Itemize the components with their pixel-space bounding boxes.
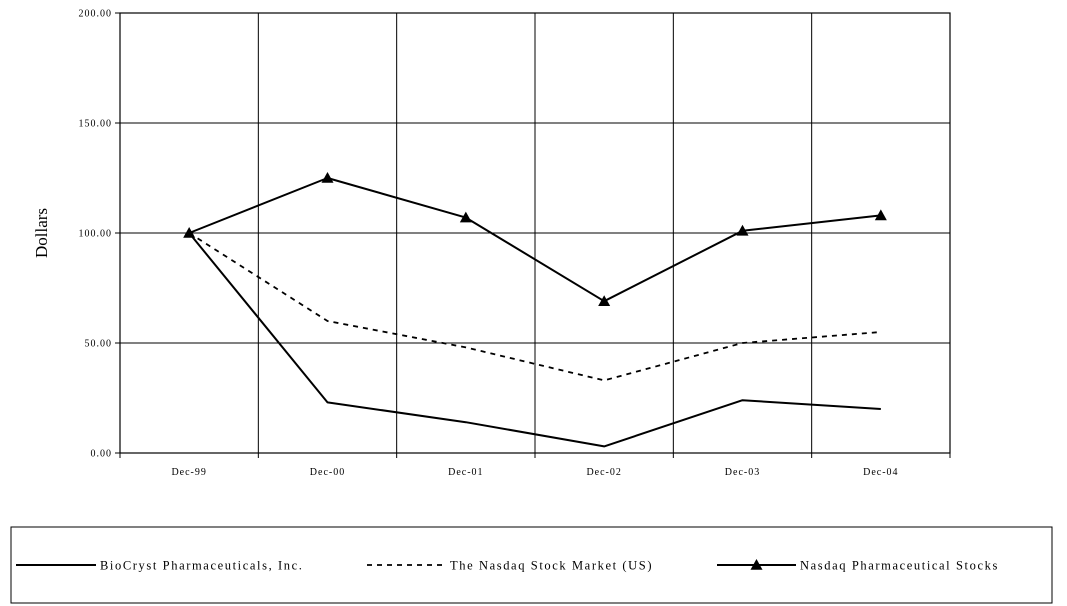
legend-label: The Nasdaq Stock Market (US) — [450, 559, 653, 573]
series-1 — [188, 232, 881, 448]
x-tick-label: Dec-99 — [171, 467, 206, 478]
x-tick-label: Dec-04 — [863, 467, 898, 478]
legend-entry: Nasdaq Pharmaceutical Stocks — [717, 559, 999, 573]
legend-entry: The Nasdaq Stock Market (US) — [367, 559, 653, 573]
y-tick-label: 150.00 — [79, 119, 113, 130]
x-tick-label: Dec-02 — [586, 467, 621, 478]
y-tick-label: 200.00 — [79, 9, 113, 20]
gridlines — [120, 13, 950, 453]
y-tick-label: 0.00 — [91, 449, 113, 460]
y-tick-label: 100.00 — [79, 229, 113, 240]
x-tick-label: Dec-00 — [310, 467, 345, 478]
data-point-marker — [183, 227, 196, 238]
series-line — [188, 232, 881, 448]
legend-marker — [750, 559, 763, 570]
x-tick-label: Dec-03 — [725, 467, 760, 478]
legend-box — [10, 526, 1053, 604]
series-3 — [183, 172, 887, 306]
series-2 — [188, 232, 881, 382]
x-axis-ticks: Dec-99 Dec-00 Dec-01 Dec-02 Dec-03 Dec-04 — [119, 453, 951, 478]
y-tick-label: 50.00 — [85, 339, 113, 350]
data-point-marker — [321, 172, 334, 183]
series-line — [188, 232, 881, 382]
x-tick-label: Dec-01 — [448, 467, 483, 478]
legend-entry: BioCryst Pharmaceuticals, Inc. — [16, 559, 304, 573]
y-axis-ticks: 0.00 50.00 100.00 150.00 200.00 — [79, 9, 120, 460]
data-point-marker — [874, 209, 887, 221]
data-point-marker — [736, 224, 749, 236]
legend-label: BioCryst Pharmaceuticals, Inc. — [100, 559, 304, 573]
data-point-marker — [459, 211, 472, 223]
y-axis-label: Dollars — [32, 208, 51, 258]
series-lines — [183, 172, 887, 448]
legend-label: Nasdaq Pharmaceutical Stocks — [800, 559, 999, 573]
data-point-marker — [598, 295, 611, 306]
series-line — [188, 177, 881, 303]
legend: BioCryst Pharmaceuticals, Inc. The Nasdaq… — [16, 559, 999, 573]
